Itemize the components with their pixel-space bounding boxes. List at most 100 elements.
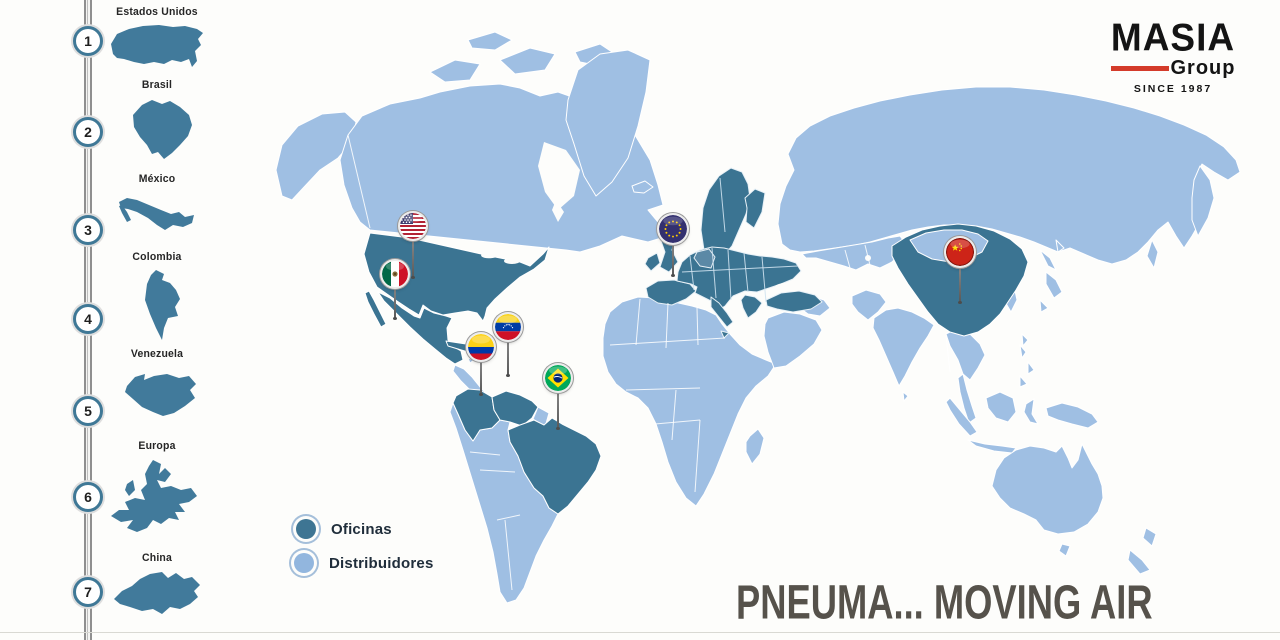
mexico-silhouette [95,188,219,246]
sidebar-label-colombia: Colombia [132,251,182,263]
great-lakes [481,249,503,259]
legend-label: Distribuidores [329,554,434,572]
pin-brazil [545,365,571,430]
venezuela-flag-icon [495,314,521,340]
step-number: 7 [84,584,92,600]
logo-group-text: Group [1170,57,1236,79]
brazil-silhouette [95,94,219,166]
colombia-flag-icon [468,334,494,360]
great-lakes [472,247,484,253]
step-number: 1 [84,33,92,49]
region-philippines [1027,361,1035,375]
region-japan [1045,271,1063,299]
europa-silhouette [95,455,219,551]
logo-brand-text: MASIA [1110,15,1236,59]
region-india [872,307,935,387]
region-new-zealand [1127,549,1151,575]
step-circle-4: 4 [73,304,103,334]
pin-european-union [659,215,687,277]
step-number: 5 [84,403,92,419]
region-sulawesi [1023,398,1039,425]
region-greenland [565,49,651,197]
step-circle-5: 5 [73,396,103,426]
water-bodies [472,142,871,295]
pin-usa [400,213,426,279]
masia-group-logo: MASIA Group SINCE 1987 [1102,15,1244,95]
sidebar-label-brasil: Brasil [141,79,173,91]
china-silhouette [95,565,219,623]
usa-flag-icon [400,213,426,239]
arctic-island [429,59,481,83]
region-ireland [644,252,661,272]
region-brazil [507,417,602,515]
pin-mexico [382,261,408,320]
mexico-flag-icon [382,261,408,287]
region-finland [744,188,766,229]
step-circle-7: 7 [73,577,103,607]
region-baja-california [364,290,387,328]
region-scandinavia [700,167,751,256]
colombia-silhouette [95,266,219,346]
logo-red-bar [1110,66,1169,71]
james-bay [552,200,564,222]
venezuela-silhouette [95,364,219,426]
region-japan [1039,299,1049,313]
legend-label: Oficinas [331,520,392,538]
sidebar-label-mexico: México [138,173,176,185]
hudson-bay [538,142,580,210]
region-australia [991,443,1104,535]
caribbean-island [467,357,475,364]
region-sumatra [945,397,978,437]
tagline: PNEUMA... MOVING AIR [736,575,1153,630]
step-number: 3 [84,222,92,238]
region-venezuela [491,390,539,427]
region-philippines [1019,375,1028,388]
region-germany [693,248,716,269]
pin-stick [671,239,675,277]
brazil-flag-icon [545,365,571,391]
pin-stick [556,387,560,430]
pin-stick [479,356,483,396]
sidebar-label-venezuela: Venezuela [130,348,184,360]
pin-colombia [468,334,494,396]
logo-since-text: SINCE 1987 [1133,83,1213,95]
step-circle-1: 1 [73,26,103,56]
region-arabia [763,311,823,369]
region-kamchatka [1191,165,1215,237]
region-turkey [765,290,823,313]
region-afghanistan-pakistan [851,289,887,321]
region-java [967,439,1017,454]
arctic-island [499,47,556,75]
region-greece [740,294,763,319]
arctic-island [467,31,513,51]
step-number: 4 [84,311,92,327]
region-japan [1055,239,1065,253]
pin-stick [411,235,415,279]
step-circle-3: 3 [73,215,103,245]
region-sakhalin [1146,239,1159,269]
region-italy [710,296,734,328]
region-borneo [985,391,1017,423]
step-circle-6: 6 [73,482,103,512]
region-new-zealand [1142,527,1157,547]
great-lakes [504,258,520,264]
distributor-swatch-icon [294,553,314,573]
region-japan [1039,249,1057,271]
pin-stick [506,336,510,377]
region-sri-lanka [902,391,909,402]
office-swatch-icon [296,519,316,539]
region-iceland [631,180,654,194]
step-circle-2: 2 [73,117,103,147]
bottom-divider [0,632,1280,633]
legend-item-oficinas: Oficinas [296,519,392,539]
china-flag-icon [946,238,974,266]
region-sicily [720,330,730,339]
black-sea [775,282,805,292]
region-madagascar [745,428,765,465]
region-africa [602,296,777,507]
sidebar-label-estados-unidos: Estados Unidos [116,6,198,18]
eu-flag-icon [659,215,687,243]
region-russia [777,86,1241,265]
region-alaska [275,111,357,201]
